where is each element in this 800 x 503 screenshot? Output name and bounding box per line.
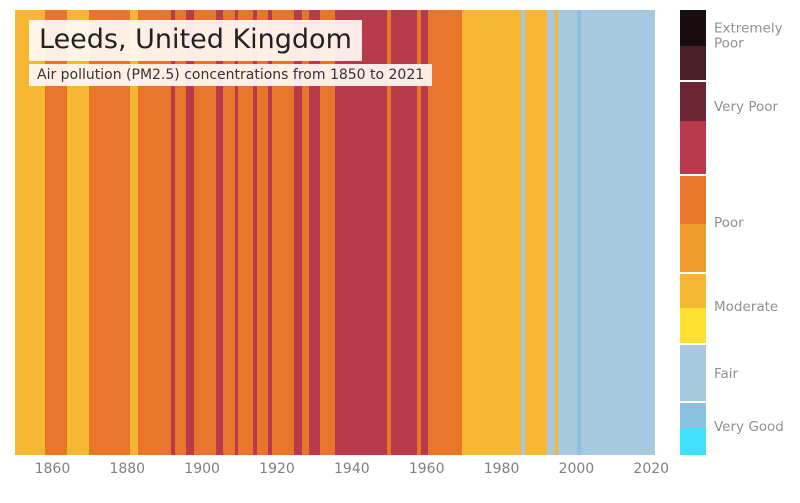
colorbar-segment (680, 428, 706, 455)
colorbar-separator (680, 80, 706, 82)
stripe-plot: Leeds, United Kingdom Air pollution (PM2… (15, 10, 655, 455)
colorbar-separator (680, 174, 706, 176)
legend-label: Very Good (714, 421, 784, 437)
x-tick: 1860 (35, 461, 71, 477)
legend-label: Poor (714, 216, 744, 232)
chart-container: Leeds, United Kingdom Air pollution (PM2… (10, 10, 790, 493)
legend-labels: ExtremelyPoor Very Poor Poor Moderate Fair Ve… (706, 10, 790, 455)
colorbar-separator (680, 272, 706, 274)
x-axis: 186018801900192019401960198020002020 (15, 455, 655, 485)
x-tick: 1900 (184, 461, 220, 477)
chart-title: Leeds, United Kingdom (29, 20, 362, 61)
colorbar-segment (680, 308, 706, 344)
colorbar-segment (680, 402, 706, 429)
colorbar-segment (680, 121, 706, 174)
colorbar-segment (680, 344, 706, 402)
x-tick: 1940 (334, 461, 370, 477)
colorbar-segment (680, 175, 706, 224)
colorbar-segment (680, 10, 706, 46)
chart-area: Leeds, United Kingdom Air pollution (PM2… (10, 10, 670, 493)
legend-colorbar (680, 10, 706, 455)
x-tick: 2000 (559, 461, 595, 477)
legend-label: Moderate (714, 300, 778, 316)
colorbar-separator (680, 343, 706, 345)
legend-label: Very Poor (714, 100, 778, 116)
colorbar-separator (680, 401, 706, 403)
stripe (651, 10, 655, 455)
x-tick: 1880 (109, 461, 145, 477)
x-tick: 2020 (633, 461, 669, 477)
x-tick: 1920 (259, 461, 295, 477)
x-tick: 1980 (484, 461, 520, 477)
colorbar-segment (680, 273, 706, 309)
colorbar-segment (680, 81, 706, 121)
x-tick: 1960 (409, 461, 445, 477)
legend-label: Fair (714, 367, 738, 383)
colorbar-segment (680, 46, 706, 82)
chart-subtitle: Air pollution (PM2.5) concentrations fro… (29, 64, 432, 86)
legend: ExtremelyPoor Very Poor Poor Moderate Fair Ve… (670, 10, 790, 455)
colorbar-segment (680, 224, 706, 273)
legend-label: ExtremelyPoor (714, 21, 783, 52)
